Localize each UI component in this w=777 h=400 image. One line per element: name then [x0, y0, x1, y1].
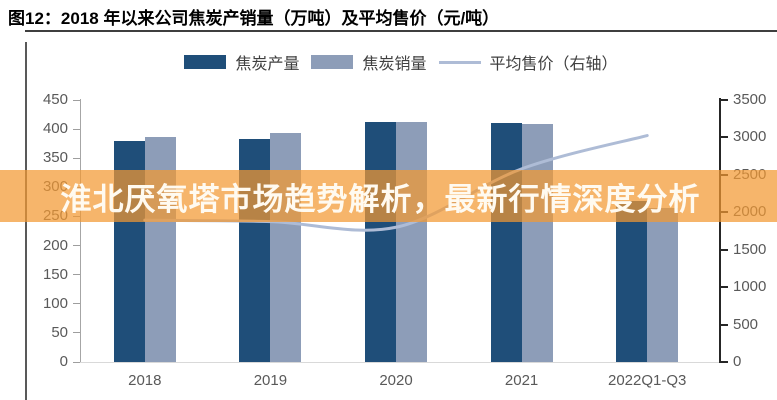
right-axis-tick-label: 3500 [733, 91, 767, 108]
right-axis-tick [721, 286, 728, 289]
legend-item-production: 焦炭产量 [184, 50, 299, 74]
right-axis-tick [721, 323, 728, 326]
watermark-text: 淮北厌氧塔市场趋势解析，最新行情深度分析 [60, 181, 701, 217]
left-axis-tick [73, 157, 80, 159]
right-axis-tick-label: 0 [733, 353, 742, 370]
x-axis-category-label: 2020 [379, 372, 413, 389]
chart-title: 图12：2018 年以来公司焦炭产销量（万吨）及平均售价（元/吨） [8, 9, 500, 28]
sales-bar [270, 132, 302, 362]
right-axis-tick-label: 1500 [733, 240, 767, 258]
x-axis-category-label: 2018 [128, 372, 162, 389]
legend-label: 焦炭销量 [362, 56, 427, 73]
production-bar [490, 123, 522, 362]
right-axis-tick [721, 248, 728, 251]
production-bar [365, 121, 396, 362]
legend-item-avg-price: 平均售价（右轴） [438, 50, 618, 74]
right-axis-tick [721, 361, 728, 363]
legend-label: 焦炭产量 [235, 56, 300, 73]
left-axis-tick-label: 200 [42, 236, 68, 254]
left-axis-tick [73, 128, 80, 130]
left-axis-tick [73, 361, 80, 363]
legend-label: 平均售价（右轴） [489, 56, 618, 73]
x-axis-category-label: 2019 [253, 372, 288, 389]
x-axis-category-label: 2022Q1-Q3 [607, 372, 687, 389]
left-axis-tick-label: 400 [42, 120, 68, 138]
title-divider [25, 30, 777, 32]
sales-bar [396, 121, 427, 362]
left-axis-tick [73, 99, 80, 101]
avg-price-line-swatch-icon [438, 60, 481, 64]
right-axis-tick-label: 500 [733, 315, 759, 333]
left-axis-tick-label: 50 [51, 323, 68, 341]
left-axis-tick [73, 245, 80, 247]
left-axis-tick-label: 150 [42, 265, 68, 283]
x-axis-category-label: 2021 [504, 372, 539, 389]
right-axis-tick [721, 99, 728, 101]
legend-item-sales: 焦炭销量 [311, 50, 427, 74]
left-axis-tick [73, 332, 80, 334]
left-axis-tick-label: 100 [42, 294, 68, 312]
left-axis-tick-label: 0 [59, 353, 68, 370]
watermark-overlay-banner: 淮北厌氧塔市场趋势解析，最新行情深度分析 [0, 170, 777, 222]
chart-legend: 焦炭产量 焦炭销量 平均售价（右轴） [25, 50, 777, 74]
left-y-axis-line [80, 99, 81, 363]
right-axis-tick-label: 1000 [733, 278, 767, 296]
left-axis-tick-label: 450 [42, 91, 68, 108]
production-swatch-icon [184, 55, 227, 69]
production-bar [616, 200, 648, 362]
right-y-axis-line [719, 98, 721, 363]
sales-swatch-icon [311, 55, 354, 69]
right-axis-tick-label: 3000 [733, 128, 767, 146]
left-axis-tick [73, 274, 80, 276]
left-axis-tick [73, 303, 80, 305]
x-axis-baseline [80, 362, 719, 363]
left-axis-tick-label: 350 [42, 149, 68, 167]
sales-bar [521, 124, 553, 362]
right-axis-tick [721, 136, 728, 139]
sales-bar [647, 207, 679, 362]
